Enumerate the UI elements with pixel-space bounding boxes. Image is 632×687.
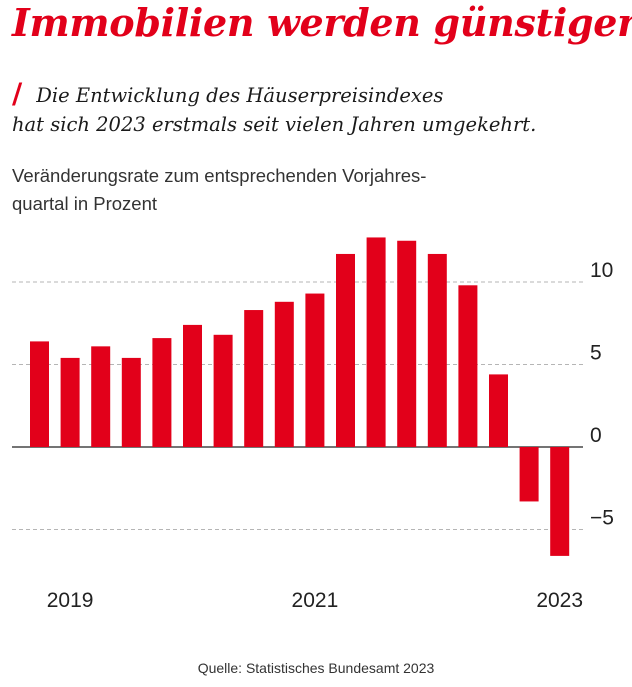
bar-2022-q2 bbox=[427, 253, 447, 447]
x-tick-label: 2019 bbox=[47, 589, 94, 612]
bar-2021-q3 bbox=[336, 253, 355, 447]
bar-2023-q2 bbox=[550, 447, 570, 556]
x-tick-label: 2021 bbox=[292, 589, 339, 612]
y-tick-label: 10 bbox=[590, 259, 613, 282]
bar-2022-q1 bbox=[397, 240, 417, 447]
subtitle-line-1: Die Entwicklung des Häuserpreisindexes bbox=[36, 84, 444, 107]
subtitle: / Die Entwicklung des Häuserpreisindexes … bbox=[12, 78, 622, 139]
bar-2021-q4 bbox=[366, 237, 386, 447]
bar-2021-q1 bbox=[274, 301, 294, 447]
bar-2020-q3 bbox=[213, 334, 233, 447]
y-tick-label: 0 bbox=[590, 424, 602, 447]
bar-2020-q2 bbox=[183, 324, 202, 447]
bar-chart: 10 5 0 −5 2019 2021 2023 bbox=[12, 237, 614, 612]
subtitle-line-2: hat sich 2023 erstmals seit vielen Jahre… bbox=[12, 113, 537, 136]
bar-2021-q2 bbox=[305, 293, 325, 447]
source-note: Quelle: Statistisches Bundesamt 2023 bbox=[197, 660, 435, 676]
bar-2022-q3 bbox=[458, 285, 478, 447]
y-tick-label: −5 bbox=[590, 507, 614, 530]
bar-2019-q1 bbox=[30, 341, 49, 447]
bar-2019-q4 bbox=[121, 357, 141, 447]
y-axis-description-line-2: quartal in Prozent bbox=[12, 193, 158, 214]
bar-2019-q2 bbox=[60, 357, 80, 447]
chart-title: Immobilien werden günstiger bbox=[12, 0, 632, 45]
slash-mark: / bbox=[12, 77, 23, 110]
y-axis-description: Veränderungsrate zum entsprechenden Vorj… bbox=[12, 162, 572, 218]
bar-2020-q4 bbox=[244, 310, 264, 447]
x-tick-label: 2023 bbox=[536, 589, 583, 612]
bar-2019-q3 bbox=[91, 346, 111, 447]
y-axis-description-line-1: Veränderungsrate zum entsprechenden Vorj… bbox=[12, 165, 427, 186]
bar-2020-q1 bbox=[152, 338, 172, 447]
bar-2023-q1 bbox=[519, 447, 539, 502]
y-tick-label: 5 bbox=[590, 342, 602, 365]
bar-2022-q4 bbox=[489, 374, 508, 447]
